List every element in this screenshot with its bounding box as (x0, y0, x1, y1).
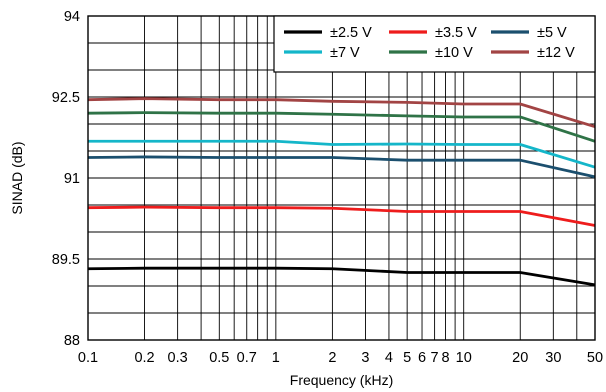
legend: ±2.5 V ±3.5 V ±5 V ±7 V ±10 V ±12 V (273, 15, 596, 73)
x-tick-label: 0.5 (209, 350, 229, 366)
x-tick-label: 8 (441, 350, 449, 366)
x-tick-label: 5 (403, 350, 411, 366)
legend-items: ±2.5 V ±3.5 V ±5 V ±7 V ±10 V ±12 V (284, 25, 575, 61)
legend-box (273, 15, 596, 73)
x-tick-label: 2 (328, 350, 336, 366)
y-tick-labels: 88 89.5 91 92.5 94 (52, 9, 80, 349)
series-layer (87, 97, 596, 287)
y-axis-label: SINAD (dB) (9, 141, 25, 214)
x-tick-label: 0.2 (134, 350, 154, 366)
x-tick-labels: 0.1 0.2 0.3 0.5 0.7 1 2 3 4 5 6 7 8 10 20 30 50 (78, 350, 603, 366)
legend-label: ±3.5 V (435, 25, 477, 41)
x-tick-label: 1 (272, 350, 280, 366)
x-tick-label: 0.7 (237, 350, 257, 366)
series-line (87, 266, 596, 287)
y-tick-label: 94 (64, 9, 80, 25)
x-axis-label: Frequency (kHz) (290, 372, 393, 388)
x-tick-label: 7 (431, 350, 439, 366)
legend-label: ±5 V (537, 25, 567, 41)
x-tick-label: 30 (545, 350, 561, 366)
series-line (88, 139, 596, 169)
series-line (87, 111, 596, 143)
legend-label: ±12 V (537, 45, 575, 61)
series-line (87, 205, 596, 227)
y-tick-label: 92.5 (52, 90, 80, 106)
x-tick-label: 20 (512, 350, 528, 366)
series-line (87, 97, 596, 129)
legend-label: ±10 V (435, 45, 473, 61)
x-tick-label: 0.3 (168, 350, 188, 366)
x-tick-label: 4 (385, 350, 393, 366)
legend-label: ±7 V (330, 45, 360, 61)
y-tick-label: 91 (64, 171, 80, 187)
x-tick-label: 50 (587, 350, 603, 366)
x-tick-label: 3 (361, 350, 369, 366)
x-tick-label: 6 (418, 350, 426, 366)
x-tick-label: 0.1 (78, 350, 98, 366)
y-tick-label: 88 (64, 333, 80, 349)
x-tick-label: 10 (456, 350, 472, 366)
y-tick-label: 89.5 (52, 252, 80, 268)
series-line (87, 155, 596, 179)
legend-label: ±2.5 V (330, 25, 372, 41)
